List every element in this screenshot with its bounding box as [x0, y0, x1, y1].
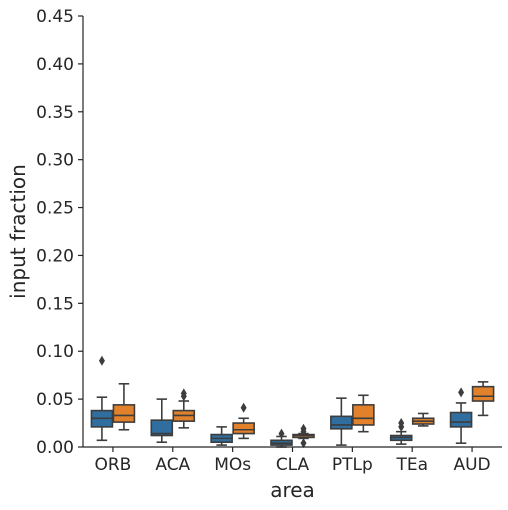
x-tick-label: TEa	[395, 455, 428, 475]
plot-area	[90, 355, 495, 449]
box-ptlp-1	[330, 397, 353, 446]
y-tick-label: 0.25	[36, 199, 74, 219]
x-tick-label: ACA	[155, 455, 190, 475]
box-iqr	[330, 415, 353, 430]
x-axis-label: area	[270, 478, 315, 502]
box-mos-1	[210, 426, 233, 446]
box-orb-1	[90, 355, 114, 442]
x-tick-label: ORB	[94, 455, 131, 475]
box-ptlp-2	[352, 394, 375, 433]
y-tick-label: 0.20	[36, 246, 74, 266]
y-tick-label: 0.15	[36, 294, 74, 314]
series-group	[90, 355, 473, 448]
box-mos-2	[232, 402, 255, 440]
box-iqr	[449, 411, 473, 428]
outlier-point	[278, 428, 285, 439]
outlier-point	[300, 438, 307, 449]
box-cla-2	[292, 423, 315, 449]
series-group	[112, 381, 495, 449]
y-axis-label: input fraction	[6, 164, 30, 299]
box-tea-1	[389, 418, 413, 445]
box-iqr	[112, 404, 136, 423]
box-iqr	[232, 422, 255, 435]
box-aca-1	[150, 398, 174, 444]
y-tick-label: 0.40	[36, 55, 74, 75]
y-tick-label: 0.30	[36, 151, 74, 171]
y-tick-label: 0.35	[36, 103, 74, 123]
x-tick-label: AUD	[453, 455, 490, 475]
box-iqr	[150, 419, 174, 437]
outlier-point	[458, 387, 465, 398]
box-orb-2	[112, 382, 136, 431]
box-iqr	[352, 404, 375, 426]
outlier-point	[240, 402, 247, 413]
outlier-point	[398, 418, 405, 429]
box-tea-2	[411, 412, 435, 427]
outlier-point	[98, 355, 105, 366]
box-cla-1	[270, 428, 293, 448]
outlier-point	[300, 423, 307, 434]
y-axis-ticks: 0.00 0.05 0.10 0.15 0.20 0.25 0.30 0.35 0.40 0.45	[36, 7, 83, 458]
y-tick-label: 0.10	[36, 342, 74, 362]
outlier-point	[180, 388, 187, 399]
y-tick-label: 0.05	[36, 390, 74, 410]
box-aud-1	[449, 387, 473, 444]
y-tick-label: 0.00	[36, 438, 74, 458]
x-tick-label: CLA	[276, 455, 310, 475]
y-tick-label: 0.45	[36, 7, 74, 27]
box-aca-2	[172, 388, 196, 429]
x-tick-label: PTLp	[332, 455, 373, 475]
box-iqr	[471, 385, 495, 402]
x-tick-label: MOs	[214, 455, 251, 475]
x-axis-ticks: ORB ACA MOs CLA PTLp TEa AUD	[94, 447, 491, 475]
box-aud-2	[471, 381, 495, 417]
